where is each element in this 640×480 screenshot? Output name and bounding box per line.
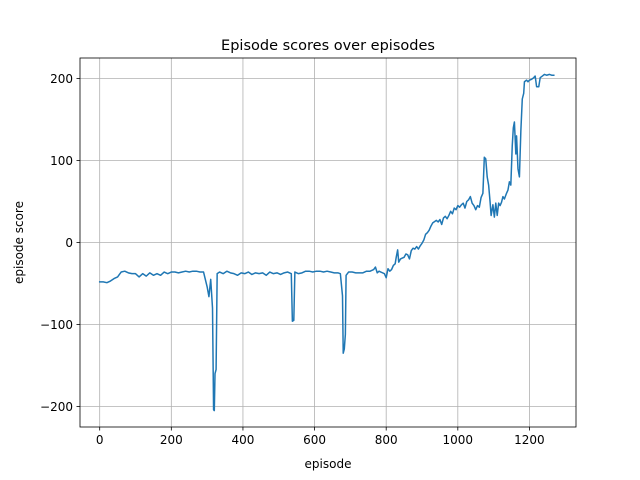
score-series-line [98,73,555,412]
x-tick-label: 200 [160,433,183,447]
y-axis-label: episode score [12,201,26,284]
x-tick-label: 600 [303,433,326,447]
series-layer [98,73,555,412]
y-tick-label: −100 [40,318,73,332]
y-tick-label: 200 [50,72,73,86]
x-tick-label: 400 [231,433,254,447]
x-tick-label: 1200 [514,433,545,447]
x-tick-label: 0 [96,433,104,447]
chart-title: Episode scores over episodes [221,38,435,54]
x-tick-label: 800 [375,433,398,447]
axis-ticks: 0 200 400 600 800 1000 1200 −200 −100 0 100 200 [40,72,545,447]
x-axis-label: episode [305,457,352,471]
y-tick-label: 0 [65,236,73,250]
x-tick-label: 1000 [443,433,474,447]
plot-frame [79,57,577,428]
y-tick-label: 100 [50,154,73,168]
grid [80,58,576,427]
y-tick-label: −200 [40,400,73,414]
